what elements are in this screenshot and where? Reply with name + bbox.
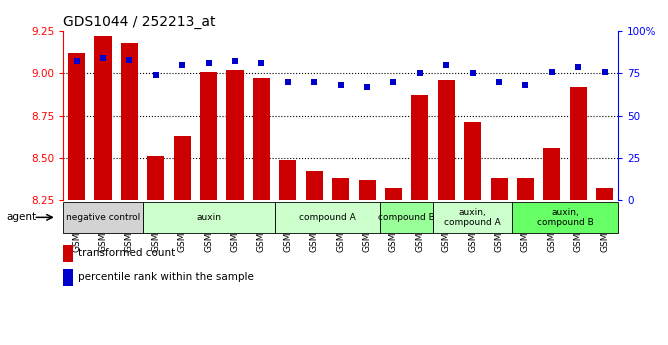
Point bbox=[309, 79, 319, 85]
Bar bbox=[121, 43, 138, 200]
Point bbox=[494, 79, 504, 85]
Point bbox=[415, 71, 426, 76]
Point bbox=[520, 82, 531, 88]
Bar bbox=[433, 202, 512, 233]
Point bbox=[335, 82, 346, 88]
Text: auxin,
compound B: auxin, compound B bbox=[536, 208, 593, 227]
Point bbox=[362, 84, 373, 90]
Point bbox=[177, 62, 188, 68]
Bar bbox=[332, 178, 349, 200]
Point bbox=[150, 72, 161, 78]
Text: auxin: auxin bbox=[196, 213, 221, 222]
Bar bbox=[380, 202, 433, 233]
Point bbox=[599, 69, 610, 75]
Text: agent: agent bbox=[7, 213, 37, 222]
Bar bbox=[226, 70, 244, 200]
Bar bbox=[253, 78, 270, 200]
Bar bbox=[543, 148, 560, 200]
Bar bbox=[411, 95, 428, 200]
Text: negative control: negative control bbox=[66, 213, 140, 222]
Point bbox=[283, 79, 293, 85]
Bar bbox=[464, 122, 481, 200]
Bar bbox=[570, 87, 587, 200]
Point bbox=[388, 79, 399, 85]
Point bbox=[546, 69, 557, 75]
Text: transformed count: transformed count bbox=[78, 248, 176, 258]
Point bbox=[468, 71, 478, 76]
Bar bbox=[63, 245, 73, 262]
Bar bbox=[306, 171, 323, 200]
Text: GDS1044 / 252213_at: GDS1044 / 252213_at bbox=[63, 14, 216, 29]
Point bbox=[573, 64, 584, 69]
Bar bbox=[385, 188, 402, 200]
Bar bbox=[512, 202, 618, 233]
Point bbox=[256, 60, 267, 66]
Bar bbox=[596, 188, 613, 200]
Text: percentile rank within the sample: percentile rank within the sample bbox=[78, 273, 255, 283]
Point bbox=[441, 62, 452, 68]
Bar bbox=[63, 269, 73, 286]
Bar bbox=[279, 159, 297, 200]
Bar bbox=[63, 202, 143, 233]
Bar bbox=[68, 53, 86, 200]
Bar bbox=[359, 180, 375, 200]
Point bbox=[203, 60, 214, 66]
Point bbox=[124, 57, 135, 62]
Bar bbox=[174, 136, 191, 200]
Point bbox=[71, 59, 82, 64]
Text: compound B: compound B bbox=[378, 213, 435, 222]
Text: auxin,
compound A: auxin, compound A bbox=[444, 208, 501, 227]
Bar bbox=[94, 36, 112, 200]
Point bbox=[230, 59, 240, 64]
Text: compound A: compound A bbox=[299, 213, 356, 222]
Bar bbox=[517, 178, 534, 200]
Bar bbox=[438, 80, 455, 200]
Bar bbox=[147, 156, 164, 200]
Bar bbox=[275, 202, 380, 233]
Point bbox=[98, 55, 108, 61]
Bar bbox=[490, 178, 508, 200]
Bar bbox=[200, 72, 217, 200]
Bar bbox=[143, 202, 275, 233]
